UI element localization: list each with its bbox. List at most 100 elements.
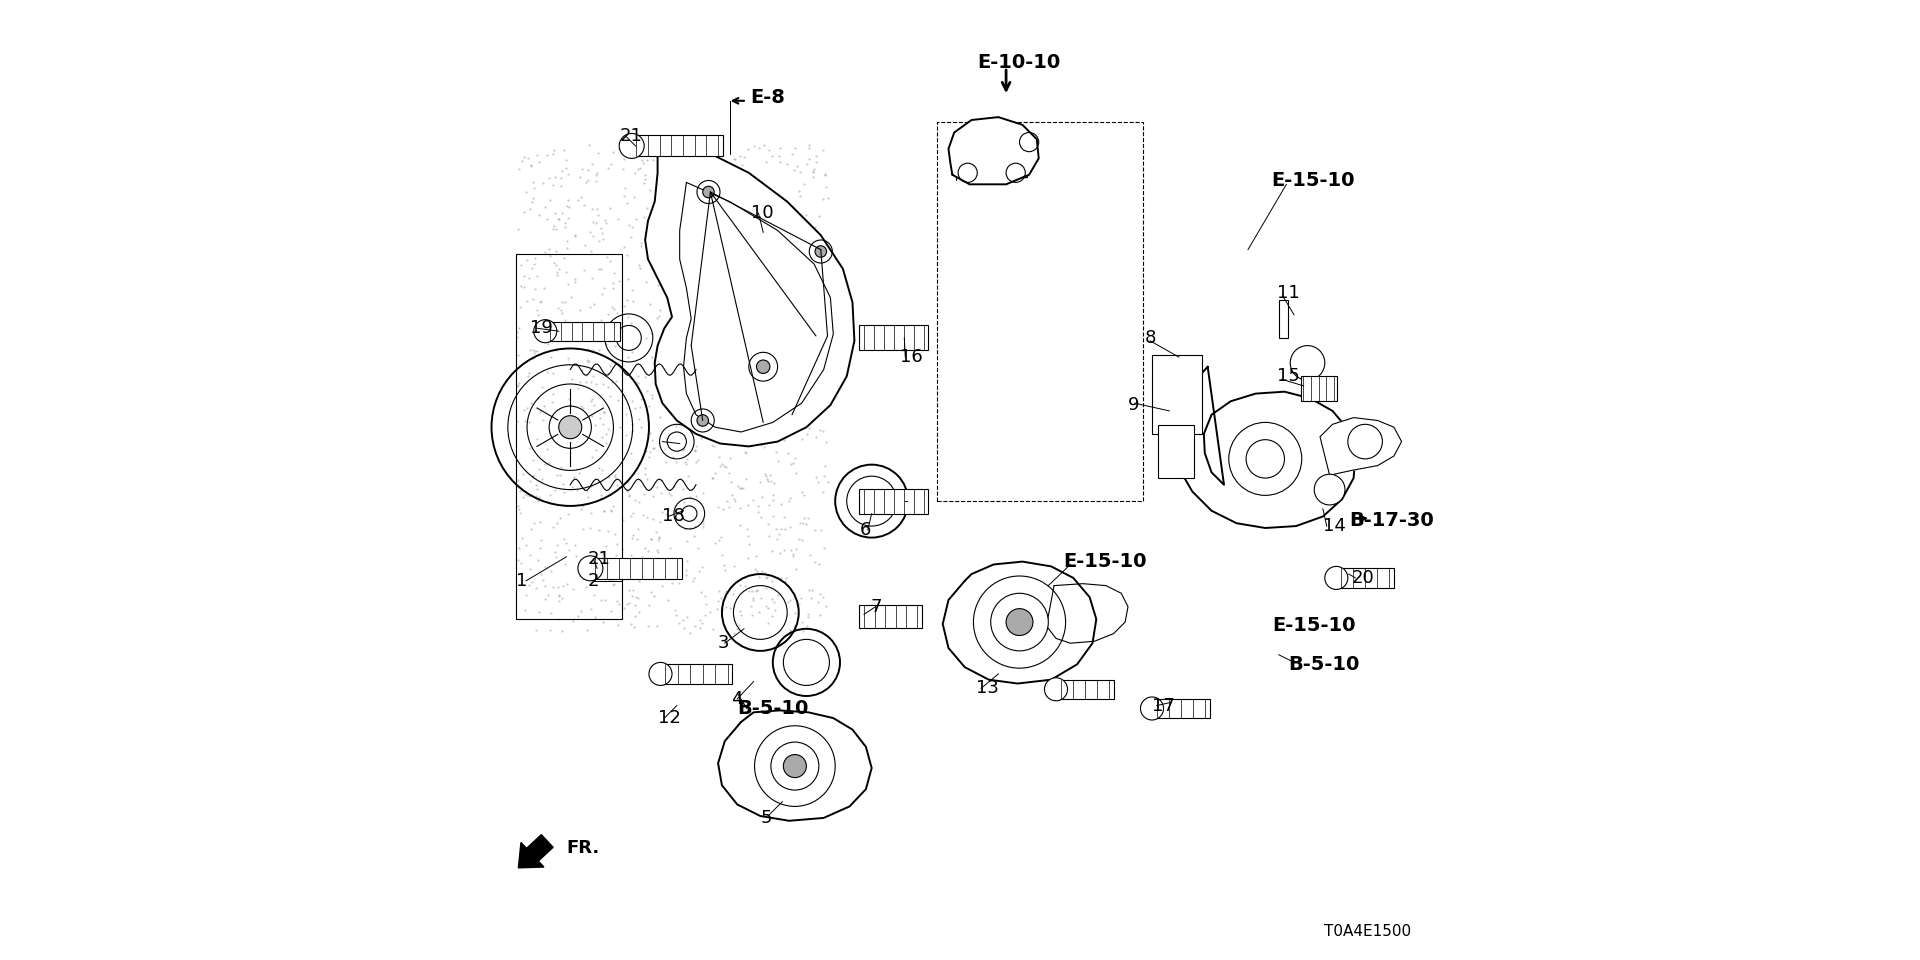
Point	[564, 436, 595, 451]
Point	[582, 146, 612, 161]
Point	[774, 491, 804, 506]
Point	[714, 450, 745, 466]
Point	[680, 443, 710, 458]
Point	[708, 459, 739, 474]
Point	[576, 201, 607, 216]
Point	[641, 347, 672, 362]
Point	[645, 210, 676, 226]
Point	[687, 204, 718, 219]
Point	[511, 587, 541, 602]
Point	[793, 407, 824, 422]
Circle shape	[578, 556, 603, 581]
Point	[699, 465, 730, 480]
Point	[637, 571, 668, 587]
Point	[785, 315, 816, 330]
Point	[758, 197, 789, 212]
Point	[634, 543, 664, 559]
Point	[745, 251, 776, 266]
Point	[758, 602, 789, 617]
Point	[543, 593, 574, 609]
Point	[505, 278, 536, 294]
Point	[532, 332, 563, 348]
Point	[732, 521, 762, 537]
Point	[732, 402, 762, 418]
Point	[785, 370, 816, 385]
Point	[799, 220, 829, 235]
Point	[799, 170, 829, 185]
Point	[612, 489, 643, 504]
Point	[674, 625, 705, 640]
Point	[637, 489, 668, 504]
Point	[601, 373, 632, 389]
Point	[803, 557, 833, 572]
Point	[553, 349, 584, 365]
Point	[589, 573, 620, 588]
Point	[743, 604, 774, 619]
Point	[643, 530, 674, 545]
Point	[518, 516, 549, 531]
Point	[543, 612, 574, 627]
Point	[812, 190, 843, 205]
Point	[739, 138, 770, 154]
Point	[689, 255, 720, 271]
Point	[549, 250, 580, 265]
Point	[785, 269, 816, 284]
Point	[785, 164, 816, 180]
Point	[501, 329, 532, 345]
Point	[643, 530, 674, 545]
Point	[785, 516, 816, 531]
Point	[593, 306, 624, 322]
Point	[762, 453, 793, 468]
Point	[699, 322, 730, 337]
Circle shape	[616, 325, 641, 350]
Point	[574, 353, 605, 369]
Point	[803, 312, 833, 327]
Point	[655, 349, 685, 365]
Bar	[1279, 300, 1288, 338]
Point	[536, 249, 566, 264]
Point	[595, 156, 626, 172]
Point	[795, 137, 826, 153]
Point	[774, 493, 804, 509]
Point	[804, 379, 835, 395]
Point	[668, 612, 699, 628]
Point	[780, 450, 810, 466]
Point	[770, 322, 801, 337]
Point	[730, 149, 760, 164]
Point	[674, 180, 705, 195]
Point	[618, 506, 649, 521]
Point	[509, 402, 540, 418]
Point	[534, 247, 564, 262]
Point	[662, 302, 693, 318]
Point	[803, 474, 833, 490]
Point	[584, 342, 614, 357]
Point	[783, 258, 814, 274]
Point	[599, 576, 630, 591]
Point	[545, 438, 576, 453]
Point	[808, 142, 839, 157]
Point	[793, 607, 824, 622]
Point	[634, 618, 664, 634]
Circle shape	[697, 415, 708, 426]
Point	[586, 488, 616, 503]
Point	[785, 590, 816, 606]
Point	[791, 516, 822, 531]
Point	[668, 362, 699, 377]
Point	[626, 235, 657, 251]
Point	[670, 457, 701, 472]
Point	[570, 237, 601, 252]
Point	[755, 467, 785, 482]
Point	[797, 302, 828, 318]
Point	[793, 277, 824, 293]
Circle shape	[1044, 678, 1068, 701]
Point	[810, 350, 841, 366]
Point	[526, 471, 557, 487]
Point	[576, 449, 607, 465]
Point	[733, 537, 764, 552]
Point	[762, 291, 793, 306]
Point	[632, 509, 662, 524]
Point	[672, 451, 703, 467]
Point	[803, 594, 833, 610]
Point	[576, 244, 607, 259]
Point	[797, 163, 828, 179]
